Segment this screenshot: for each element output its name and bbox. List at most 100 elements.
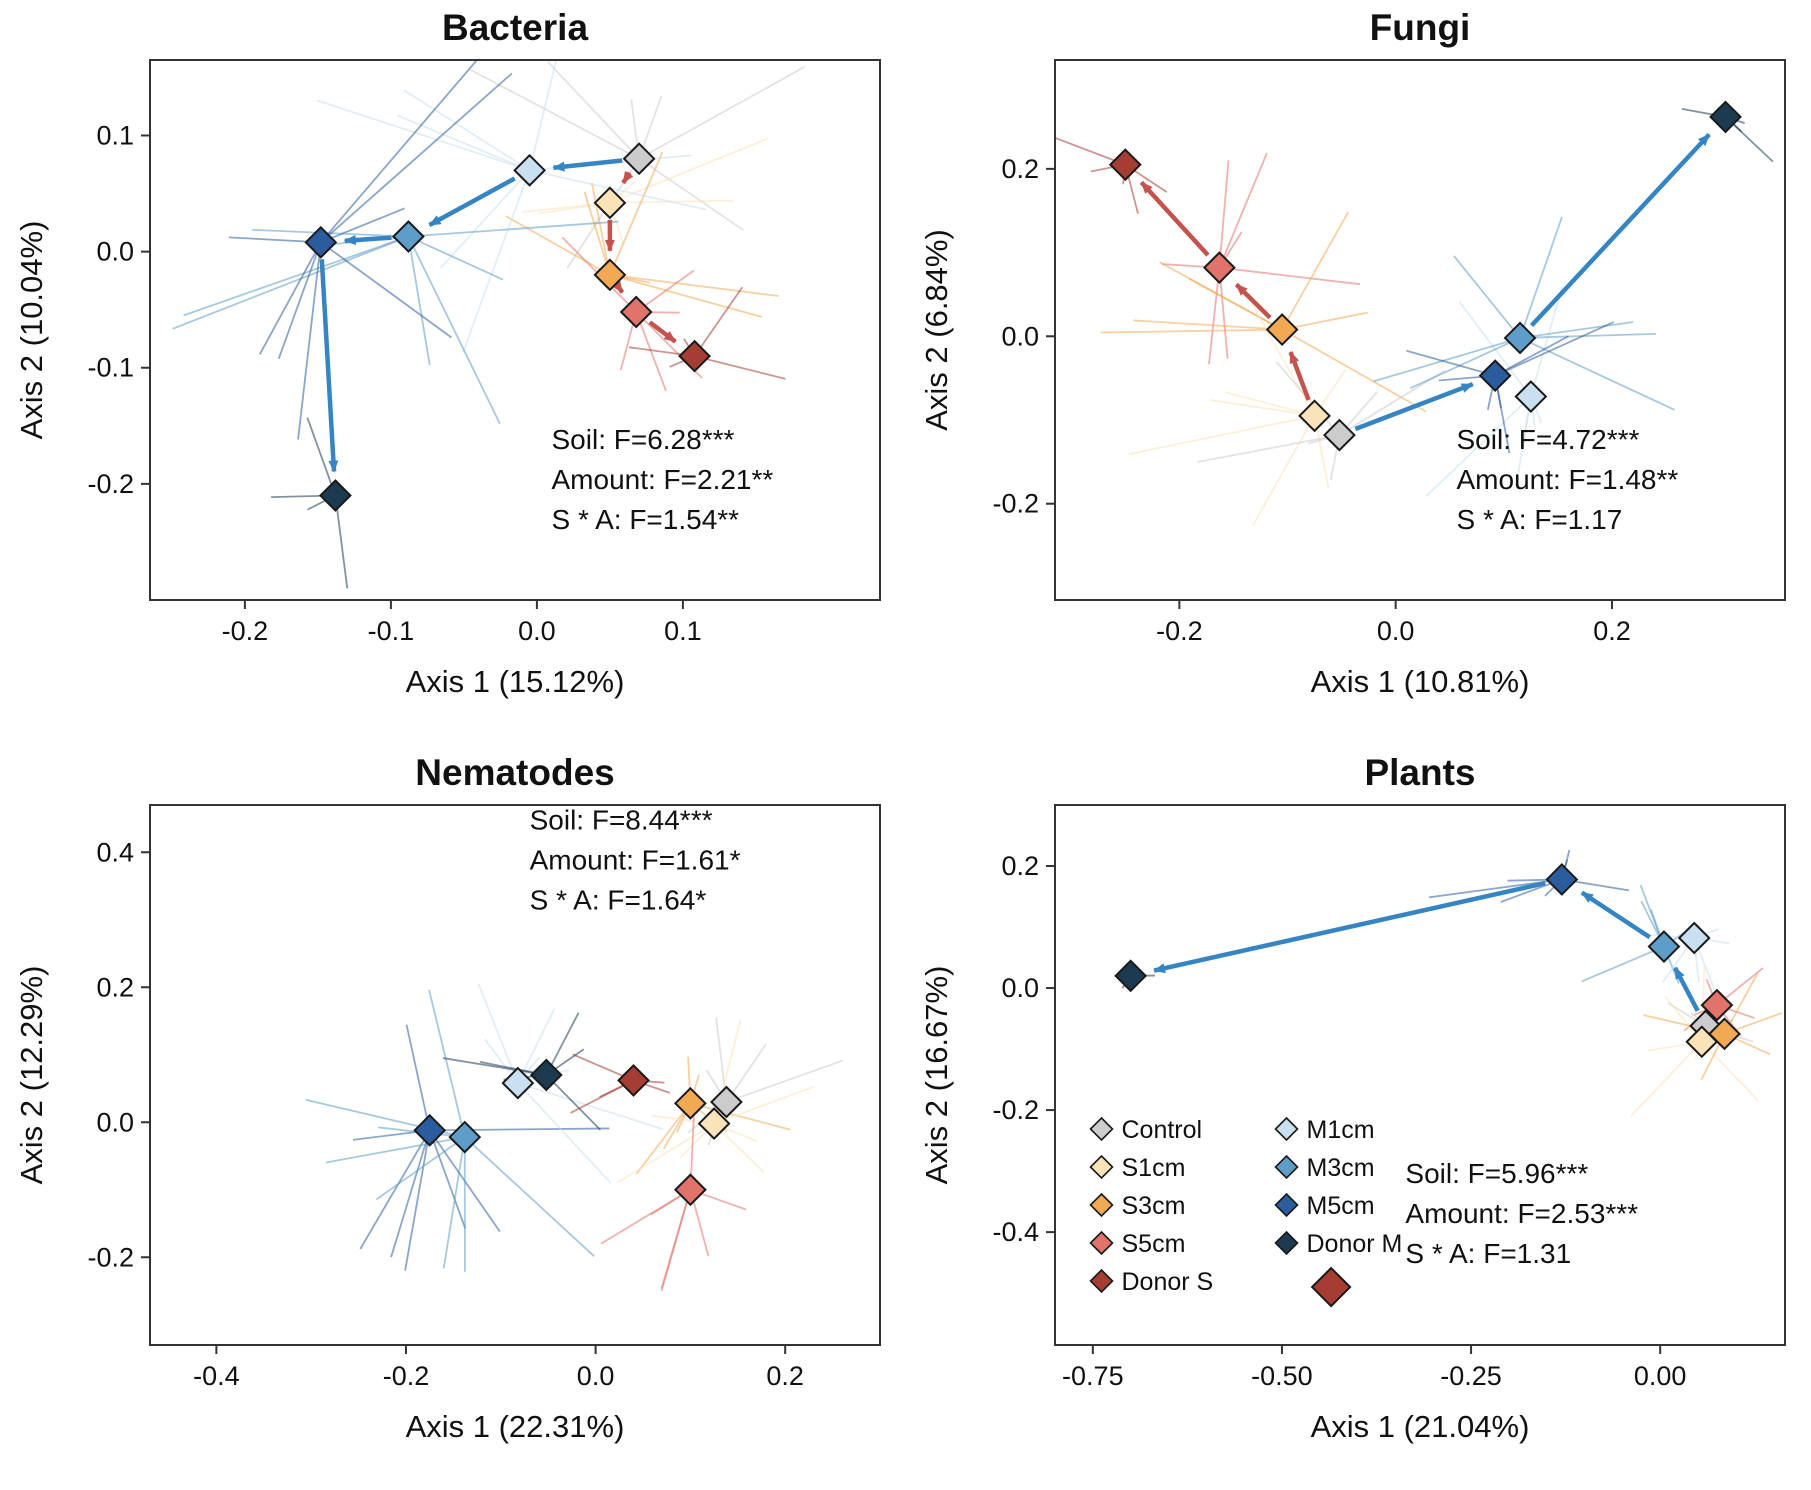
centroid-donor-s bbox=[1108, 148, 1142, 182]
spoke-control bbox=[638, 65, 806, 160]
spoke-m1cm bbox=[1425, 395, 1532, 498]
x-tick-label: 0.1 bbox=[664, 616, 702, 646]
spoke-m3cm bbox=[1519, 216, 1563, 339]
spoke-control bbox=[547, 61, 640, 160]
spoke-s1cm bbox=[713, 1085, 815, 1125]
spoke-m3cm bbox=[407, 236, 431, 366]
stats-line: Amount: F=1.48** bbox=[1457, 464, 1679, 495]
shift-arrow-m1cm-to-m3cm bbox=[428, 176, 516, 227]
centroid-m1cm bbox=[501, 1066, 535, 1100]
spoke-s3cm bbox=[635, 1102, 692, 1175]
centroid-s3cm bbox=[673, 1086, 707, 1120]
spoke-m3cm bbox=[1519, 337, 1675, 411]
spoke-m1cm bbox=[1529, 286, 1564, 397]
legend-label-donor-s: Donor S bbox=[1122, 1268, 1214, 1296]
spoke-s5cm bbox=[1219, 266, 1360, 286]
centroid-m5cm bbox=[413, 1113, 447, 1147]
legend-label-m5cm: M5cm bbox=[1307, 1192, 1375, 1220]
legend-marker-s1cm bbox=[1089, 1154, 1114, 1180]
stats-annotation: Soil: F=6.28*** Amount: F=2.21** S * A: F=… bbox=[552, 424, 774, 535]
spoke-s1cm bbox=[1210, 399, 1315, 417]
panel-border bbox=[1054, 59, 1786, 601]
y-tick-label: -0.2 bbox=[87, 1242, 134, 1272]
plot-bacteria: -0.2 -0.1 0.0 0.1 0.1 0.0 -0.1 -0.2 Axis 1 (15.1… bbox=[14, 59, 881, 699]
y-axis-label: Axis 2 (12.29%) bbox=[14, 966, 49, 1185]
panel-title-nematodes: Nematodes bbox=[415, 752, 615, 793]
spoke-donor-s bbox=[693, 286, 744, 357]
spoke-s1cm bbox=[616, 1122, 715, 1184]
y-tick-label: 0.0 bbox=[96, 1107, 134, 1137]
plot-background bbox=[150, 60, 880, 600]
centroid-donor-m bbox=[529, 1058, 563, 1092]
stats-annotation: Soil: F=5.96*** Amount: F=2.53*** S * A: F… bbox=[1405, 1158, 1638, 1269]
legend-label-control: Control bbox=[1122, 1116, 1203, 1144]
centroid-s1cm bbox=[1298, 399, 1331, 433]
panel-title-plants: Plants bbox=[1364, 752, 1476, 793]
legend-marker-donor-s bbox=[1089, 1268, 1114, 1294]
spoke-m1cm bbox=[439, 169, 531, 269]
stats-annotation: Soil: F=8.44*** Amount: F=1.61* S * A: F=1… bbox=[530, 804, 741, 915]
spoke-s1cm bbox=[609, 137, 768, 204]
spoke-m5cm bbox=[1494, 335, 1569, 377]
spoke-s5cm bbox=[600, 1188, 691, 1245]
centroid-m1cm bbox=[1514, 380, 1548, 413]
centroids bbox=[1108, 100, 1742, 452]
spoke-s3cm bbox=[1281, 211, 1350, 331]
stats-annotation: Soil: F=4.72*** Amount: F=1.48** S * A: F=… bbox=[1457, 424, 1679, 535]
y-tick-label: 0.4 bbox=[96, 837, 134, 867]
y-tick-label: -0.4 bbox=[992, 1217, 1039, 1247]
spoke-control bbox=[638, 157, 744, 231]
shift-arrows bbox=[1139, 132, 1711, 432]
stats-line: Soil: F=5.96*** bbox=[1405, 1158, 1588, 1189]
spoke-m3cm bbox=[1519, 321, 1634, 339]
spoke-m3cm bbox=[183, 235, 409, 317]
spoke-s3cm bbox=[1159, 261, 1283, 331]
spoke-s3cm bbox=[690, 1102, 791, 1131]
legend-marker-m3cm bbox=[1274, 1154, 1299, 1180]
stats-line: S * A: F=1.17 bbox=[1457, 504, 1623, 535]
x-tick-label: 0.2 bbox=[1593, 616, 1631, 646]
centroids bbox=[413, 1058, 743, 1207]
stats-line: Amount: F=2.21** bbox=[552, 464, 774, 495]
spoke-m3cm bbox=[1373, 337, 1521, 383]
spoke-m3cm bbox=[407, 236, 501, 425]
centroid-control bbox=[622, 142, 656, 176]
legend: Control S1cm S3cm S5cm Donor S M1cm M3cm M5cm Do… bbox=[1089, 1116, 1402, 1296]
spoke-m5cm bbox=[405, 1024, 431, 1131]
x-tick-label: -0.4 bbox=[193, 1361, 240, 1391]
shift-arrow-s1cm-to-s3cm bbox=[1288, 351, 1311, 401]
panel-title-bacteria: Bacteria bbox=[441, 7, 589, 48]
shift-arrow-s3cm-to-s5cm bbox=[1234, 282, 1272, 320]
spoke-s1cm bbox=[1128, 414, 1315, 456]
y-tick-label: 0.0 bbox=[1001, 321, 1039, 351]
spoke-m1cm bbox=[517, 1082, 664, 1131]
spoke-m5cm bbox=[297, 242, 322, 440]
spoke-m1cm bbox=[1515, 396, 1532, 488]
spoke-m3cm bbox=[1581, 945, 1665, 983]
spoke-m5cm bbox=[320, 72, 513, 243]
panel-bacteria: Bacteria -0.2 -0.1 0.0 0.1 0.1 0.0 -0.1 -0.2 Axi… bbox=[0, 0, 905, 745]
centroid-m5cm bbox=[304, 225, 338, 259]
centroid-s1cm bbox=[593, 186, 627, 220]
spoke-s1cm bbox=[713, 1122, 765, 1174]
centroid-donor-s bbox=[617, 1063, 650, 1097]
spoke-s1cm bbox=[1225, 391, 1315, 417]
spoke-m5cm bbox=[428, 1130, 467, 1229]
legend-marker-control bbox=[1089, 1116, 1114, 1142]
panel-nematodes: Nematodes -0.4 -0.2 0.0 0.2 0.4 0.2 0.0 -0.2 Axi… bbox=[0, 745, 905, 1490]
spoke-s1cm bbox=[1701, 1041, 1760, 1102]
shift-arrow-m3cm-to-donor-m bbox=[1529, 132, 1711, 328]
panel-title-fungi: Fungi bbox=[1369, 7, 1471, 48]
y-tick-label: 0.0 bbox=[1001, 973, 1039, 1003]
legend-label-s1cm: S1cm bbox=[1122, 1154, 1186, 1182]
y-tick-label: 0.2 bbox=[1001, 154, 1039, 184]
x-tick-label: 0.2 bbox=[766, 1361, 804, 1391]
centroid-donor-m bbox=[1709, 100, 1742, 134]
spoke-control bbox=[726, 1059, 844, 1103]
x-tick-label: -0.1 bbox=[368, 616, 415, 646]
shift-arrow-control-to-m1cm bbox=[552, 158, 623, 172]
x-axis-ticks: -0.75 -0.50 -0.25 0.00 bbox=[1062, 1345, 1686, 1391]
spoke-m5cm bbox=[258, 241, 322, 355]
y-tick-label: 0.2 bbox=[1001, 851, 1039, 881]
spoke-s1cm bbox=[1630, 1041, 1703, 1117]
